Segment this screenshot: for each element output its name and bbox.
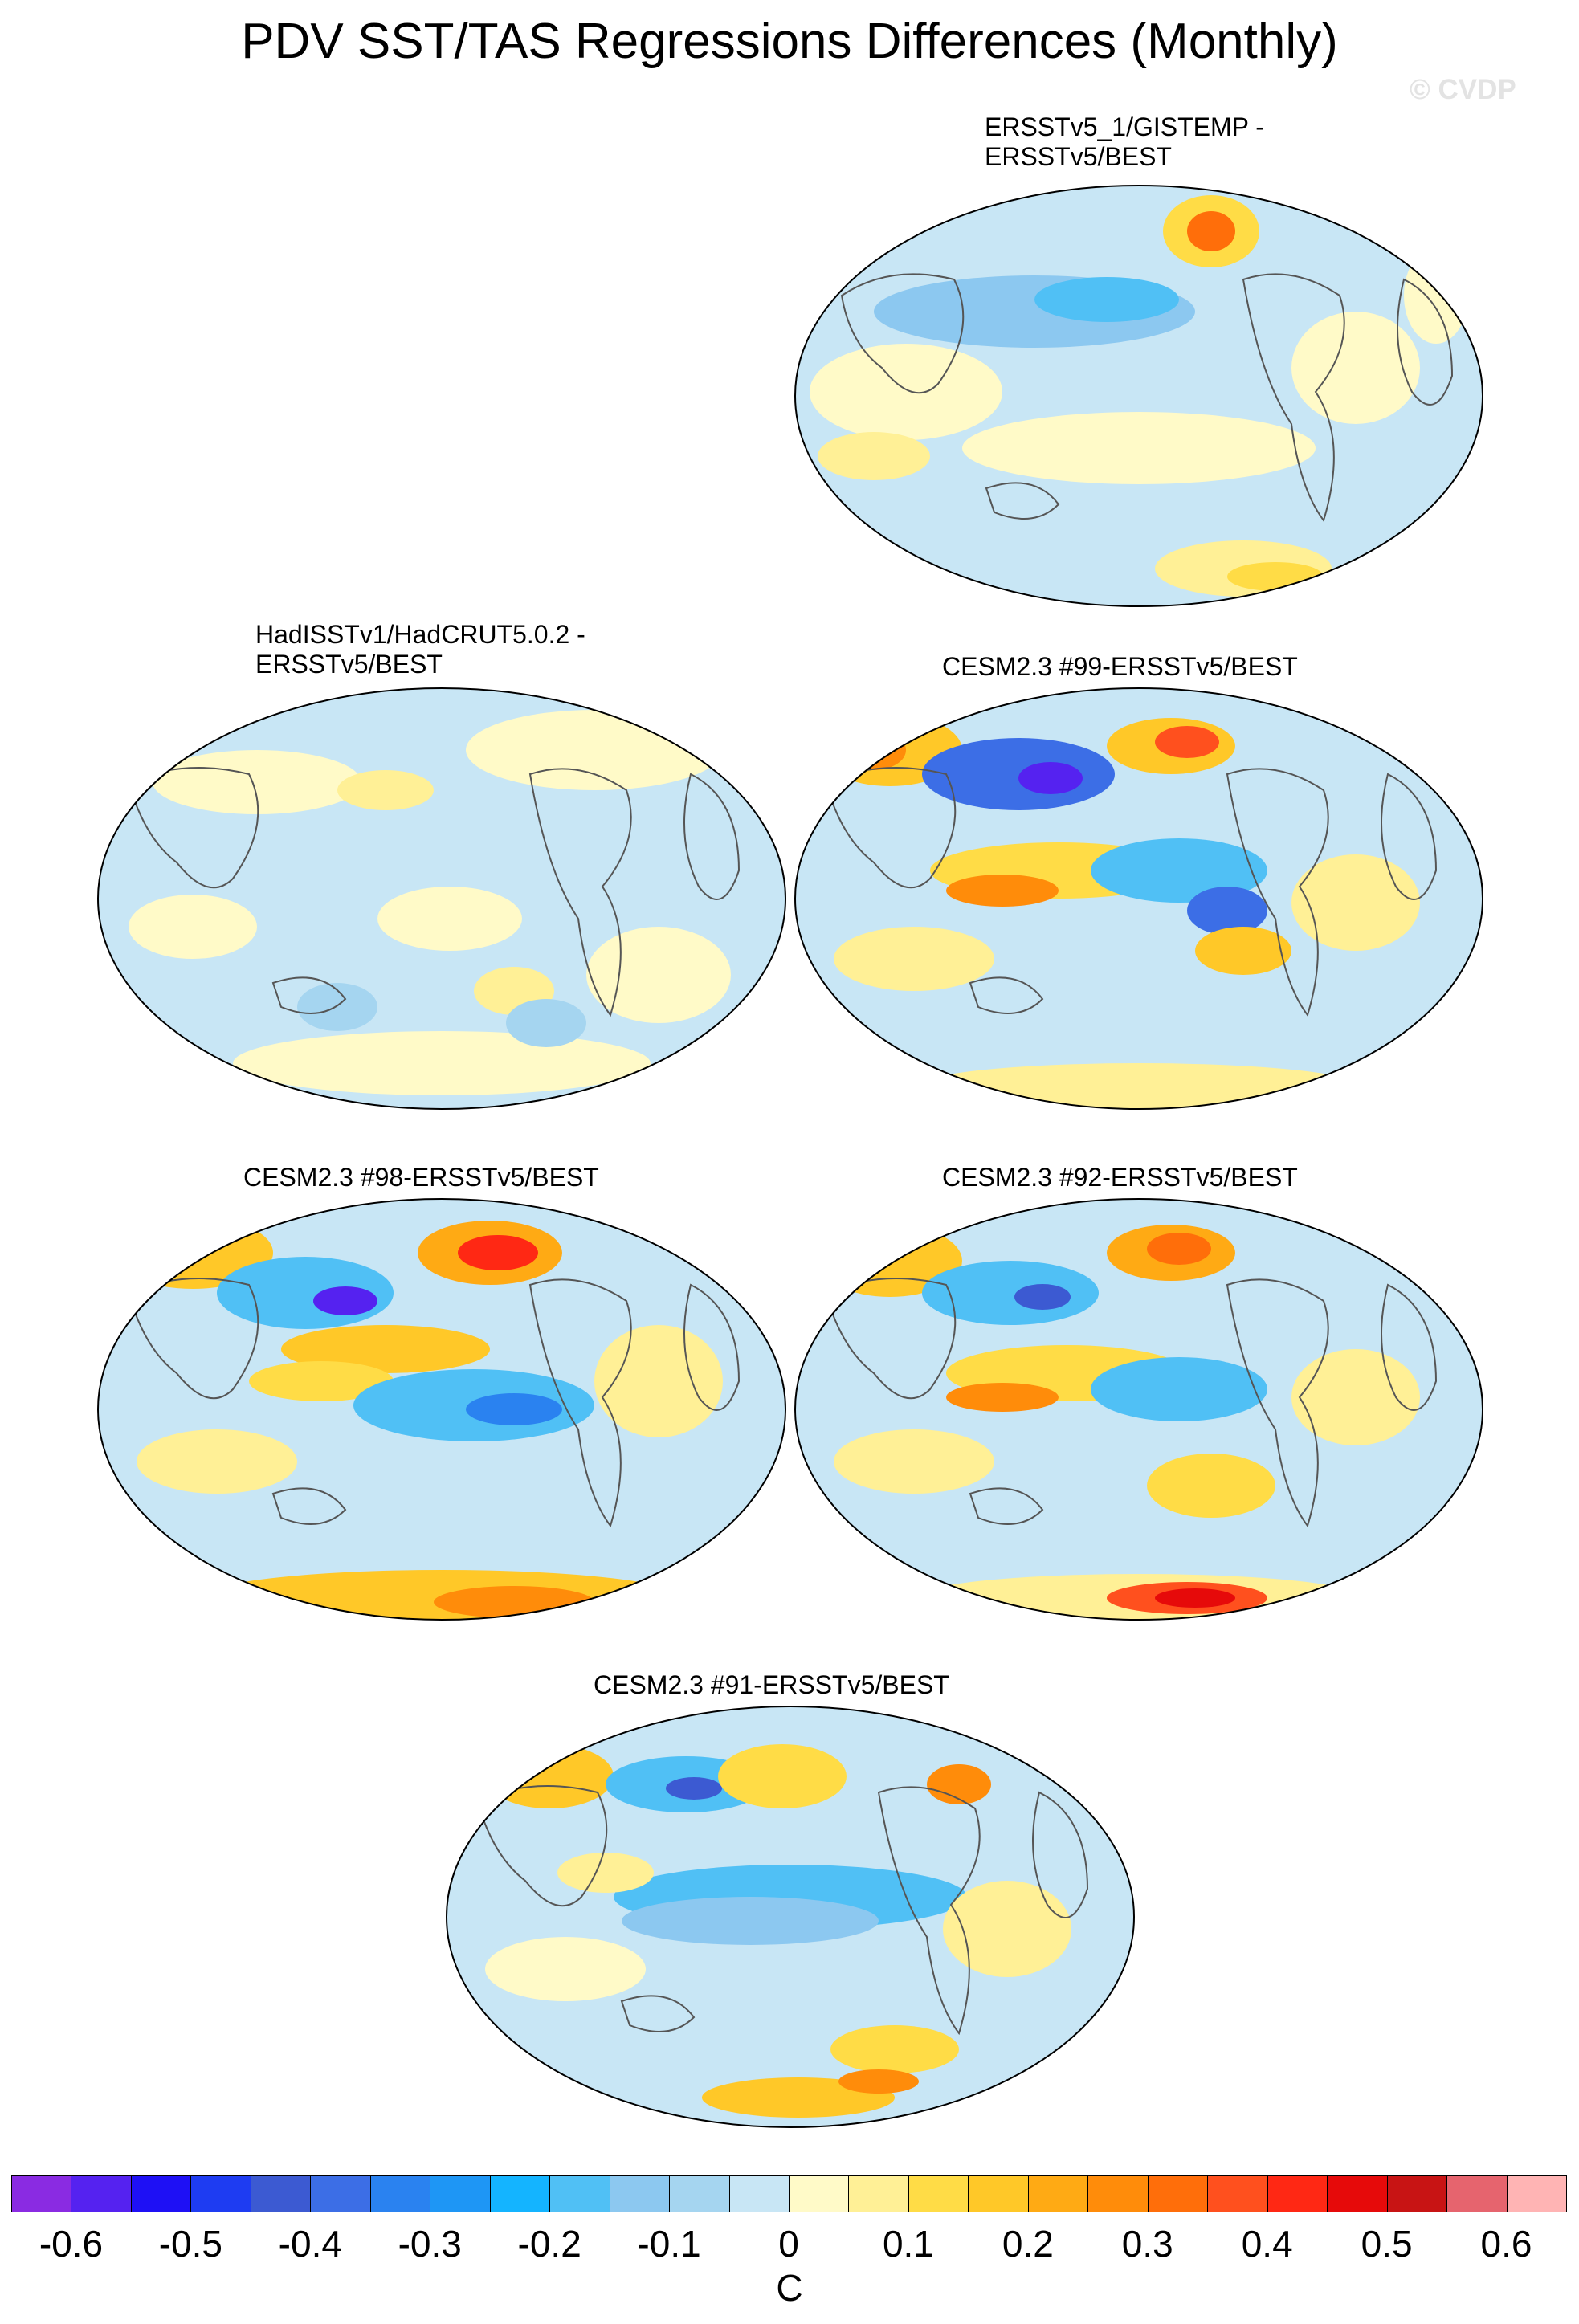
colorbar-swatch <box>669 2175 730 2212</box>
world-map-4 <box>97 1198 786 1621</box>
panel-title-line1: CESM2.3 #91-ERSSTv5/BEST <box>594 1670 949 1699</box>
colorbar-swatch <box>789 2175 850 2212</box>
colorbar-swatch <box>1087 2175 1149 2212</box>
colorbar-swatch <box>11 2175 72 2212</box>
panel-title: ERSSTv5_1/GISTEMP - ERSSTv5/BEST <box>985 112 1264 172</box>
panel-title-line1: ERSSTv5_1/GISTEMP - <box>985 112 1264 141</box>
colorbar-swatch <box>549 2175 610 2212</box>
map-panel-6: CESM2.3 #91-ERSSTv5/BEST <box>445 1670 1136 2136</box>
colorbar-swatch <box>968 2175 1029 2212</box>
panel-title: CESM2.3 #99-ERSSTv5/BEST <box>942 652 1298 682</box>
colorbar-swatch <box>310 2175 371 2212</box>
map-panel-2: HadISSTv1/HadCRUT5.0.2 - ERSSTv5/BEST <box>96 620 787 1118</box>
colorbar-tick-label: -0.4 <box>278 2223 342 2265</box>
map-panel-1: ERSSTv5_1/GISTEMP - ERSSTv5/BEST <box>794 112 1484 610</box>
panel-title: HadISSTv1/HadCRUT5.0.2 - ERSSTv5/BEST <box>255 620 585 679</box>
panel-title: CESM2.3 #91-ERSSTv5/BEST <box>594 1670 949 1700</box>
world-map-6 <box>446 1706 1135 2128</box>
panel-title-line2: ERSSTv5/BEST <box>255 650 443 679</box>
colorbar-swatch <box>250 2175 312 2212</box>
colorbar-swatch <box>71 2175 132 2212</box>
colorbar-swatch <box>430 2175 491 2212</box>
colorbar-tick-label: 0.4 <box>1241 2223 1293 2265</box>
colorbar-tick-label: 0.1 <box>882 2223 934 2265</box>
colorbar-swatch <box>728 2175 790 2212</box>
world-map-2 <box>97 687 786 1110</box>
colorbar-tick-label: -0.3 <box>398 2223 462 2265</box>
colorbar-swatch <box>489 2175 551 2212</box>
colorbar-swatch <box>1386 2175 1448 2212</box>
panel-title: CESM2.3 #92-ERSSTv5/BEST <box>942 1163 1298 1193</box>
colorbar-swatch <box>1267 2175 1328 2212</box>
colorbar-tick-label: 0.5 <box>1361 2223 1413 2265</box>
colorbar-tick-label: 0.3 <box>1121 2223 1173 2265</box>
colorbar-swatch <box>1327 2175 1388 2212</box>
panel-title-line1: CESM2.3 #92-ERSSTv5/BEST <box>942 1163 1298 1192</box>
page-title: PDV SST/TAS Regressions Differences (Mon… <box>241 14 1338 69</box>
panel-title-line1: CESM2.3 #99-ERSSTv5/BEST <box>942 652 1298 681</box>
map-panel-3: CESM2.3 #99-ERSSTv5/BEST <box>794 652 1484 1118</box>
panel-title-line1: CESM2.3 #98-ERSSTv5/BEST <box>243 1163 599 1192</box>
world-map-3 <box>794 687 1483 1110</box>
world-map-1 <box>794 185 1483 607</box>
panel-title: CESM2.3 #98-ERSSTv5/BEST <box>243 1163 599 1193</box>
colorbar-swatch <box>130 2175 192 2212</box>
watermark: © CVDP <box>1410 74 1516 105</box>
colorbar-tick-label: 0.6 <box>1480 2223 1532 2265</box>
map-panel-4: CESM2.3 #98-ERSSTv5/BEST <box>96 1163 787 1629</box>
colorbar-tick-label: -0.1 <box>637 2223 701 2265</box>
panel-title-line1: HadISSTv1/HadCRUT5.0.2 - <box>255 620 585 649</box>
colorbar-swatch <box>1147 2175 1209 2212</box>
colorbar-swatch <box>908 2175 969 2212</box>
colorbar-tick-label: -0.5 <box>158 2223 223 2265</box>
colorbar-tick-label: 0 <box>778 2223 799 2265</box>
colorbar-tick-label: 0.2 <box>1002 2223 1054 2265</box>
colorbar-swatch <box>1446 2175 1508 2212</box>
colorbar-swatch <box>848 2175 909 2212</box>
colorbar-tick-label: -0.2 <box>517 2223 581 2265</box>
colorbar-swatch <box>609 2175 671 2212</box>
colorbar-tick-label: -0.6 <box>39 2223 104 2265</box>
panel-title-line2: ERSSTv5/BEST <box>985 142 1172 171</box>
colorbar-units: C <box>776 2267 803 2309</box>
colorbar-swatch <box>1506 2175 1567 2212</box>
world-map-5 <box>794 1198 1483 1621</box>
colorbar-swatch <box>1207 2175 1268 2212</box>
colorbar <box>11 2175 1567 2214</box>
colorbar-swatch <box>369 2175 431 2212</box>
map-panel-5: CESM2.3 #92-ERSSTv5/BEST <box>794 1163 1484 1629</box>
colorbar-swatch <box>1027 2175 1089 2212</box>
colorbar-swatch <box>190 2175 251 2212</box>
